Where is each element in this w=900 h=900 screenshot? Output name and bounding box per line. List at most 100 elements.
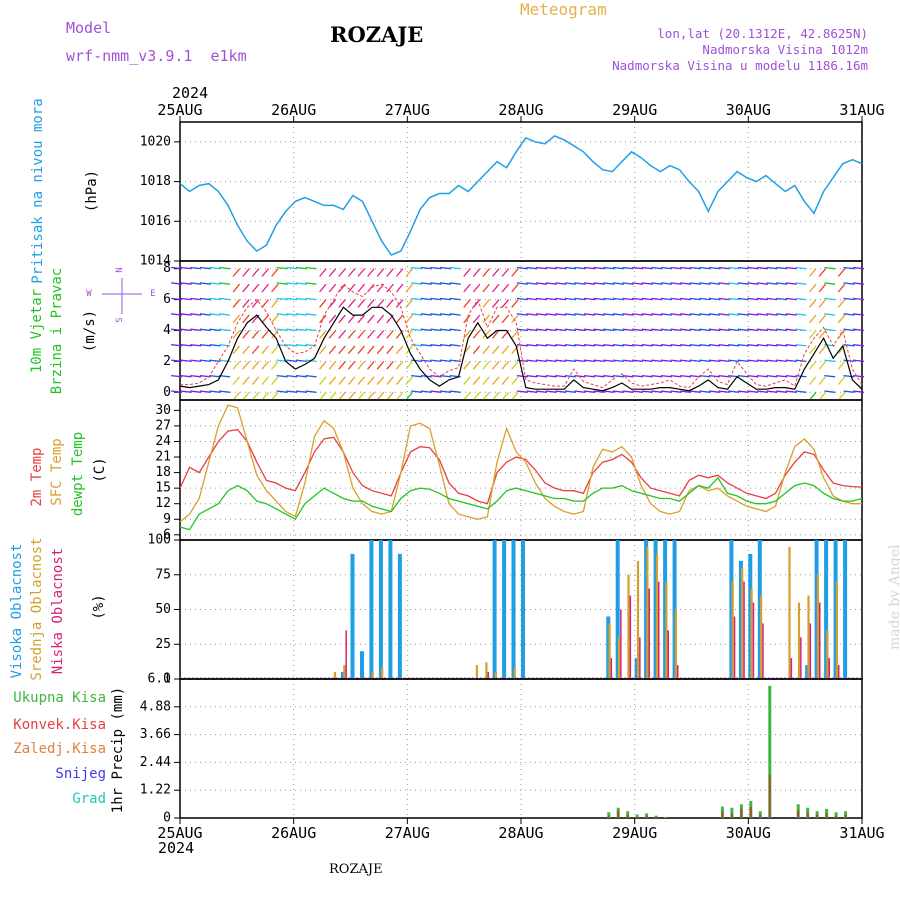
y-tick-label: 24	[155, 434, 171, 449]
cloud-bar-0	[634, 658, 639, 679]
wind-barb	[271, 376, 279, 386]
wind-barb	[612, 328, 624, 332]
cloud-bar-2	[610, 658, 613, 679]
wind-barb	[347, 345, 356, 355]
wind-barb	[171, 282, 183, 285]
wind-barb	[680, 359, 692, 363]
wind-barb	[728, 344, 740, 347]
precip-bar-conv	[806, 812, 809, 818]
wind-barb	[641, 282, 653, 285]
lonlat-label: lon,lat (20.1312E, 42.8625N)	[657, 26, 868, 41]
wind-barb	[824, 390, 836, 393]
wind-barb	[584, 282, 596, 285]
cloud-bar-0	[833, 540, 838, 679]
wind-barb	[463, 360, 471, 370]
wind-ylabel-2: Brzina i Pravac	[49, 268, 65, 394]
wind-barb	[853, 359, 865, 363]
wind-barb	[449, 359, 461, 363]
y-tick-label: 0	[163, 811, 171, 826]
wind-barb	[766, 390, 778, 393]
cloud-bar-1	[788, 547, 791, 679]
wind-barb	[180, 359, 192, 363]
wind-barb	[242, 299, 250, 308]
wind-barb	[651, 359, 663, 363]
wind-barb	[492, 314, 500, 324]
cloud-bar-1	[343, 665, 346, 679]
cloud-ylabel-high: Visoka Oblacnost	[9, 544, 25, 679]
wind-barb	[347, 299, 356, 308]
wind-barb	[593, 359, 605, 363]
wind-barb	[574, 266, 586, 270]
wind-barb	[420, 266, 432, 270]
wind-barb	[708, 282, 720, 285]
wind-barb	[286, 390, 298, 393]
wind-barb	[251, 299, 260, 308]
wind-barb	[680, 297, 692, 301]
wind-barb	[785, 313, 797, 316]
wind-barb	[395, 345, 404, 355]
y-tick-label: 30	[155, 403, 171, 418]
wind-barb	[242, 330, 250, 339]
wind-barb	[338, 345, 346, 355]
wind-barb	[555, 374, 567, 378]
wind-barb	[536, 344, 548, 347]
wind-barb	[251, 391, 260, 401]
wind-barb	[680, 344, 692, 347]
wind-barb	[199, 297, 211, 301]
wind-barb	[737, 359, 749, 363]
wind-barb	[261, 376, 269, 386]
precip-bar-total	[730, 807, 734, 818]
wind-barb	[405, 283, 413, 293]
wind-barb	[242, 268, 250, 277]
wind-barb	[766, 328, 778, 332]
wind-barb	[837, 283, 846, 293]
wind-barb	[357, 268, 365, 277]
wind-barb	[286, 266, 298, 270]
wind-barb	[536, 313, 548, 316]
wind-barb	[376, 268, 385, 277]
wind-barb	[853, 390, 865, 393]
wind-barb	[737, 282, 749, 285]
cloud-bar-0	[341, 672, 345, 679]
wind-barb	[564, 344, 576, 347]
cloud-bar-1	[741, 567, 744, 679]
x-tick-label-top: 25AUG	[157, 101, 202, 119]
precip-bar-conv	[797, 810, 800, 818]
cloud-bar-1	[655, 553, 658, 679]
wind-barb	[651, 328, 663, 332]
wind-barb	[756, 282, 768, 285]
wind-barb	[584, 374, 596, 378]
wind-barb	[776, 266, 788, 270]
wind-barb	[728, 359, 740, 363]
wind-barb	[180, 374, 192, 378]
wind-barb	[603, 328, 615, 332]
precip-bar-conv	[607, 815, 610, 818]
wind-barb	[276, 297, 288, 301]
cloud-bar-0	[511, 540, 516, 679]
cloud-bar-2	[629, 595, 632, 679]
y-tick-label: 4	[163, 323, 171, 338]
wind-barb	[449, 328, 461, 332]
wind-barb	[439, 297, 452, 301]
wind-barb	[584, 328, 596, 332]
wind-barb	[853, 297, 865, 301]
wind-barb	[766, 282, 778, 285]
wind-barb	[718, 328, 730, 332]
y-tick-label: 6.1	[148, 672, 171, 687]
cloud-bar-0	[502, 540, 507, 679]
wind-barb	[276, 313, 288, 316]
precip-bar-conv	[768, 774, 771, 818]
wind-barb	[180, 297, 192, 301]
wind-barb	[209, 390, 221, 393]
wind-barb	[305, 282, 317, 285]
wind-barb	[386, 391, 394, 401]
cloud-bar-1	[665, 581, 668, 679]
wind-barb	[699, 282, 711, 285]
cloud-ylabel-low: Niska Oblacnost	[50, 548, 66, 674]
wind-barb	[430, 359, 442, 363]
wind-barb	[295, 359, 307, 363]
wind-barb	[199, 359, 211, 363]
wind-barb	[785, 374, 797, 378]
wind-barb	[795, 297, 807, 301]
wind-barb	[338, 314, 346, 324]
